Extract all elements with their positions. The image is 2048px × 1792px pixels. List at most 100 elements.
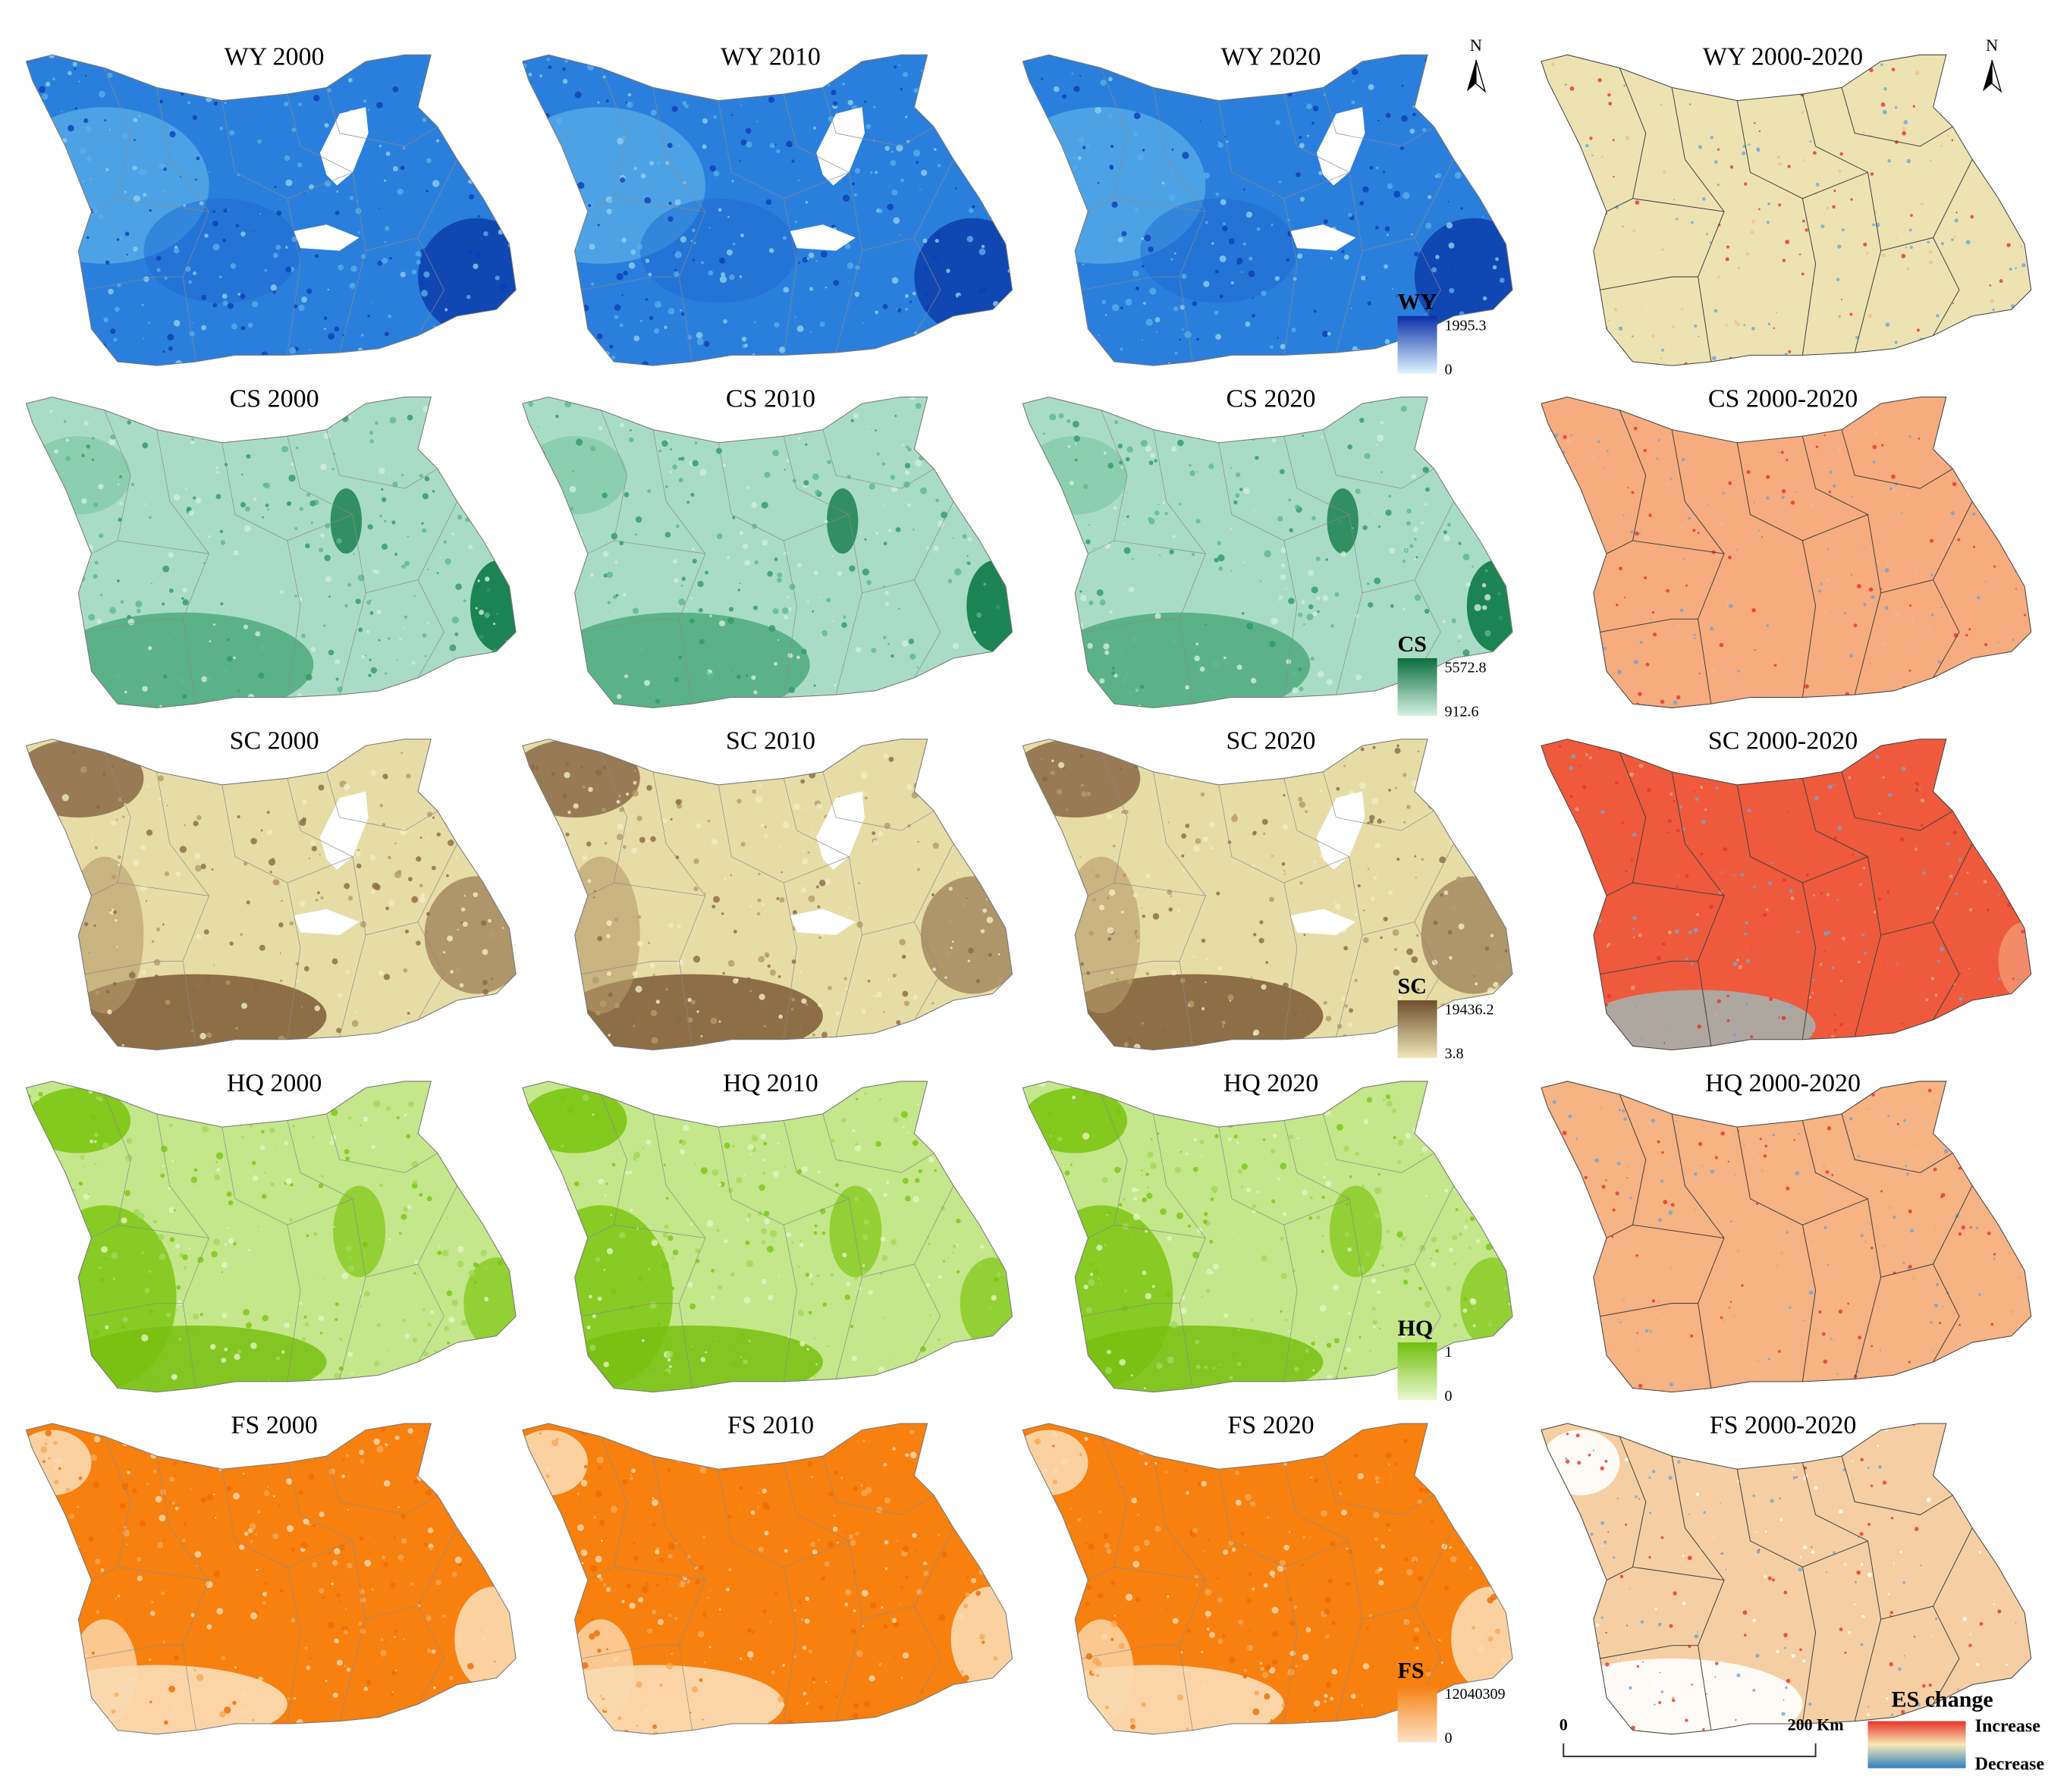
map-speckle [1114, 506, 1117, 510]
map-speckle [1984, 880, 1987, 883]
map-speckle [1449, 1247, 1453, 1252]
map-speckle [891, 1239, 897, 1245]
map-speckle [1220, 294, 1223, 298]
map-speckle [1049, 894, 1052, 897]
map-speckle [133, 246, 138, 252]
map-speckle [361, 655, 364, 658]
map-speckle [1788, 350, 1791, 353]
map-speckle [405, 1334, 410, 1339]
map-speckle [1033, 894, 1038, 899]
map-speckle [1638, 692, 1642, 696]
map-speckle [1451, 1108, 1454, 1111]
map-speckle [1478, 1100, 1480, 1102]
map-speckle [947, 579, 952, 583]
map-speckle [1828, 785, 1833, 789]
map-speckle [1002, 571, 1005, 574]
map-speckle [1836, 899, 1839, 901]
map-speckle [1167, 1236, 1172, 1241]
map-speckle [1131, 1374, 1133, 1376]
map-speckle [112, 765, 114, 767]
map-speckle [827, 460, 831, 464]
map-speckle [758, 1211, 762, 1216]
map-speckle [1038, 521, 1044, 526]
map-speckle [996, 1210, 1000, 1215]
map-speckle [386, 1106, 391, 1111]
map-speckle [788, 1335, 791, 1339]
map-speckle [794, 316, 796, 318]
map-speckle [1627, 487, 1629, 488]
map-speckle [124, 56, 125, 58]
map-speckle [1679, 556, 1681, 558]
map-speckle [1450, 61, 1452, 63]
map-speckle [204, 234, 209, 238]
map-speckle [564, 1025, 568, 1029]
map-speckle [492, 526, 497, 531]
map-fill [523, 394, 1024, 717]
map-speckle [1901, 254, 1905, 259]
map-speckle [1707, 234, 1708, 236]
map-speckle [883, 304, 888, 309]
map-speckle [739, 160, 740, 162]
map-speckle [546, 1361, 552, 1367]
map-speckle [895, 415, 897, 417]
map-speckle [189, 510, 194, 516]
map-speckle [1092, 898, 1095, 901]
map-speckle [1177, 909, 1180, 912]
map-speckle [666, 1197, 668, 1199]
map-speckle [400, 752, 403, 755]
map-speckle [394, 871, 401, 878]
map-speckle [1913, 646, 1915, 648]
map-speckle [778, 1015, 783, 1019]
map-speckle [93, 924, 96, 927]
map-speckle [896, 527, 901, 532]
map-speckle [1403, 821, 1406, 824]
map-speckle [264, 1172, 265, 1173]
map-speckle [1405, 1133, 1411, 1139]
map-speckle [770, 969, 776, 975]
map-speckle [658, 695, 662, 699]
map-speckle [589, 1295, 592, 1299]
map-speckle [437, 1136, 441, 1141]
map-speckle [608, 1034, 610, 1036]
map-speckle [437, 1251, 441, 1255]
map-speckle [1921, 348, 1924, 350]
map-speckle [1972, 447, 1974, 449]
map-speckle [1271, 1148, 1276, 1153]
map-speckle [699, 469, 706, 475]
map-speckle [1735, 548, 1737, 550]
map-speckle [2028, 910, 2029, 912]
map-speckle [1204, 1212, 1208, 1216]
map-speckle [921, 81, 928, 88]
map-speckle [561, 1013, 564, 1016]
map-panel [26, 1080, 529, 1399]
map-speckle [1144, 234, 1151, 241]
map-speckle [178, 1338, 181, 1341]
map-speckle [799, 1241, 801, 1242]
map-speckle [1477, 807, 1481, 811]
map-speckle [1700, 852, 1703, 855]
map-speckle [1120, 466, 1123, 468]
map-speckle [228, 1103, 230, 1105]
map-speckle [36, 291, 41, 296]
map-speckle [1481, 1087, 1483, 1090]
map-speckle [51, 860, 57, 866]
map-speckle [1323, 1175, 1326, 1178]
map-speckle [168, 347, 173, 351]
map-speckle [1281, 1273, 1287, 1279]
map-speckle [924, 267, 927, 270]
map-speckle [1283, 870, 1285, 871]
map-speckle [473, 1121, 475, 1122]
map-speckle [284, 1323, 290, 1329]
map-speckle [875, 692, 880, 696]
map-speckle [1431, 267, 1437, 272]
map-speckle [346, 1245, 352, 1251]
map-speckle [1228, 1138, 1232, 1141]
map-speckle [1359, 418, 1365, 423]
map-speckle [1961, 457, 1962, 459]
map-speckle [743, 1175, 746, 1177]
map-speckle [992, 1191, 998, 1197]
map-speckle [1676, 829, 1680, 833]
map-speckle [763, 1142, 767, 1146]
map-speckle [1824, 213, 1826, 215]
map-speckle [801, 998, 806, 1003]
